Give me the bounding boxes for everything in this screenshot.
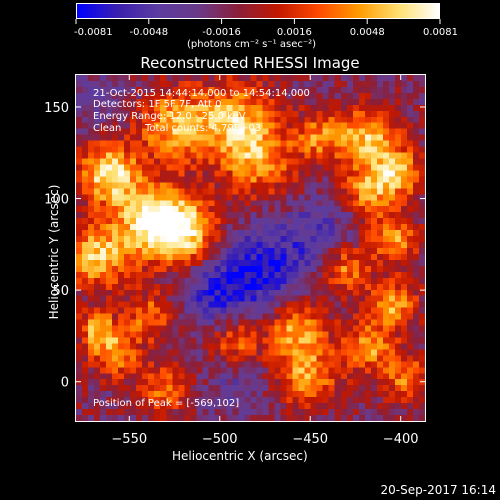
- colorbar-tick-label: 0.0016: [277, 27, 312, 38]
- x-axis-label: Heliocentric X (arcsec): [172, 449, 308, 463]
- y-tick-label: 100: [44, 193, 69, 208]
- x-tick-label: −400: [383, 432, 419, 447]
- y-tick-label: 150: [44, 101, 69, 116]
- colorbar-tick-label: -0.0016: [202, 27, 241, 38]
- x-tick-label: −500: [202, 432, 238, 447]
- colorbar-tick-label: 0.0081: [423, 27, 458, 38]
- colorbar-units-label: (photons cm⁻² s⁻¹ asec⁻²): [187, 39, 317, 50]
- annotation-time-range: 21-Oct-2015 14:44:14.000 to 14:54:14.000: [93, 88, 310, 99]
- y-tick-label: 50: [52, 284, 69, 299]
- plot-area: [75, 74, 426, 422]
- annotation-clean: Clean: [93, 123, 122, 134]
- annotation-peak: Position of Peak = [-569,102]: [93, 398, 240, 409]
- y-axis-label: Heliocentric Y (arcsec): [47, 184, 61, 320]
- y-tick-label: 0: [61, 376, 69, 391]
- colorbar: [76, 3, 440, 19]
- annotation-counts: Total counts: 4.79E+03: [145, 123, 262, 134]
- annotation-detectors: Detectors: 1F 5F 7F, Att 0: [93, 99, 222, 110]
- chart-title: Reconstructed RHESSI Image: [140, 54, 360, 72]
- x-tick-label: −450: [292, 432, 328, 447]
- colorbar-ticks: -0.0081 -0.0048 -0.0016 0.0016 0.0048 0.0081: [74, 19, 458, 38]
- colorbar-tick-label: 0.0048: [350, 27, 385, 38]
- x-tick-label: −550: [111, 432, 147, 447]
- annotation-energy: Energy Range: 12.0 - 25.0 keV: [93, 111, 246, 122]
- colorbar-gradient: [77, 4, 439, 18]
- heatmap-image: [76, 75, 425, 421]
- colorbar-tick-label: -0.0081: [74, 27, 113, 38]
- footer-timestamp: 20-Sep-2017 16:14: [380, 483, 496, 497]
- colorbar-tick-label: -0.0048: [129, 27, 168, 38]
